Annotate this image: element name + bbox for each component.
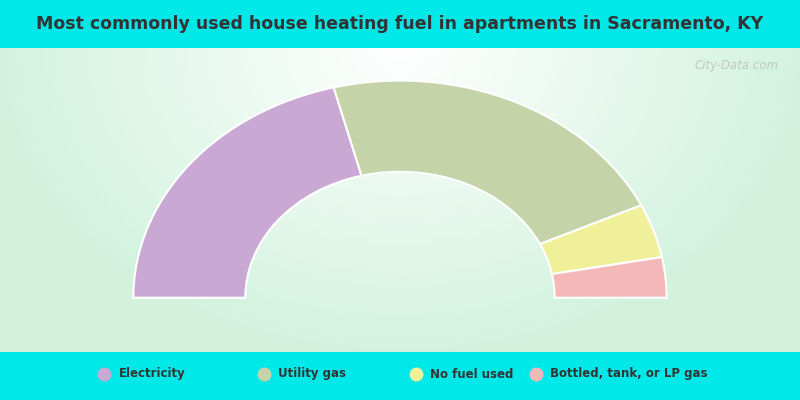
Text: Electricity: Electricity [118,368,185,380]
Wedge shape [134,87,362,298]
Text: City-Data.com: City-Data.com [694,59,778,72]
Wedge shape [552,257,666,298]
Wedge shape [334,80,642,244]
Text: Utility gas: Utility gas [278,368,346,380]
Wedge shape [540,205,662,274]
Text: No fuel used: No fuel used [430,368,514,380]
Text: Bottled, tank, or LP gas: Bottled, tank, or LP gas [550,368,708,380]
Text: Most commonly used house heating fuel in apartments in Sacramento, KY: Most commonly used house heating fuel in… [37,15,763,33]
